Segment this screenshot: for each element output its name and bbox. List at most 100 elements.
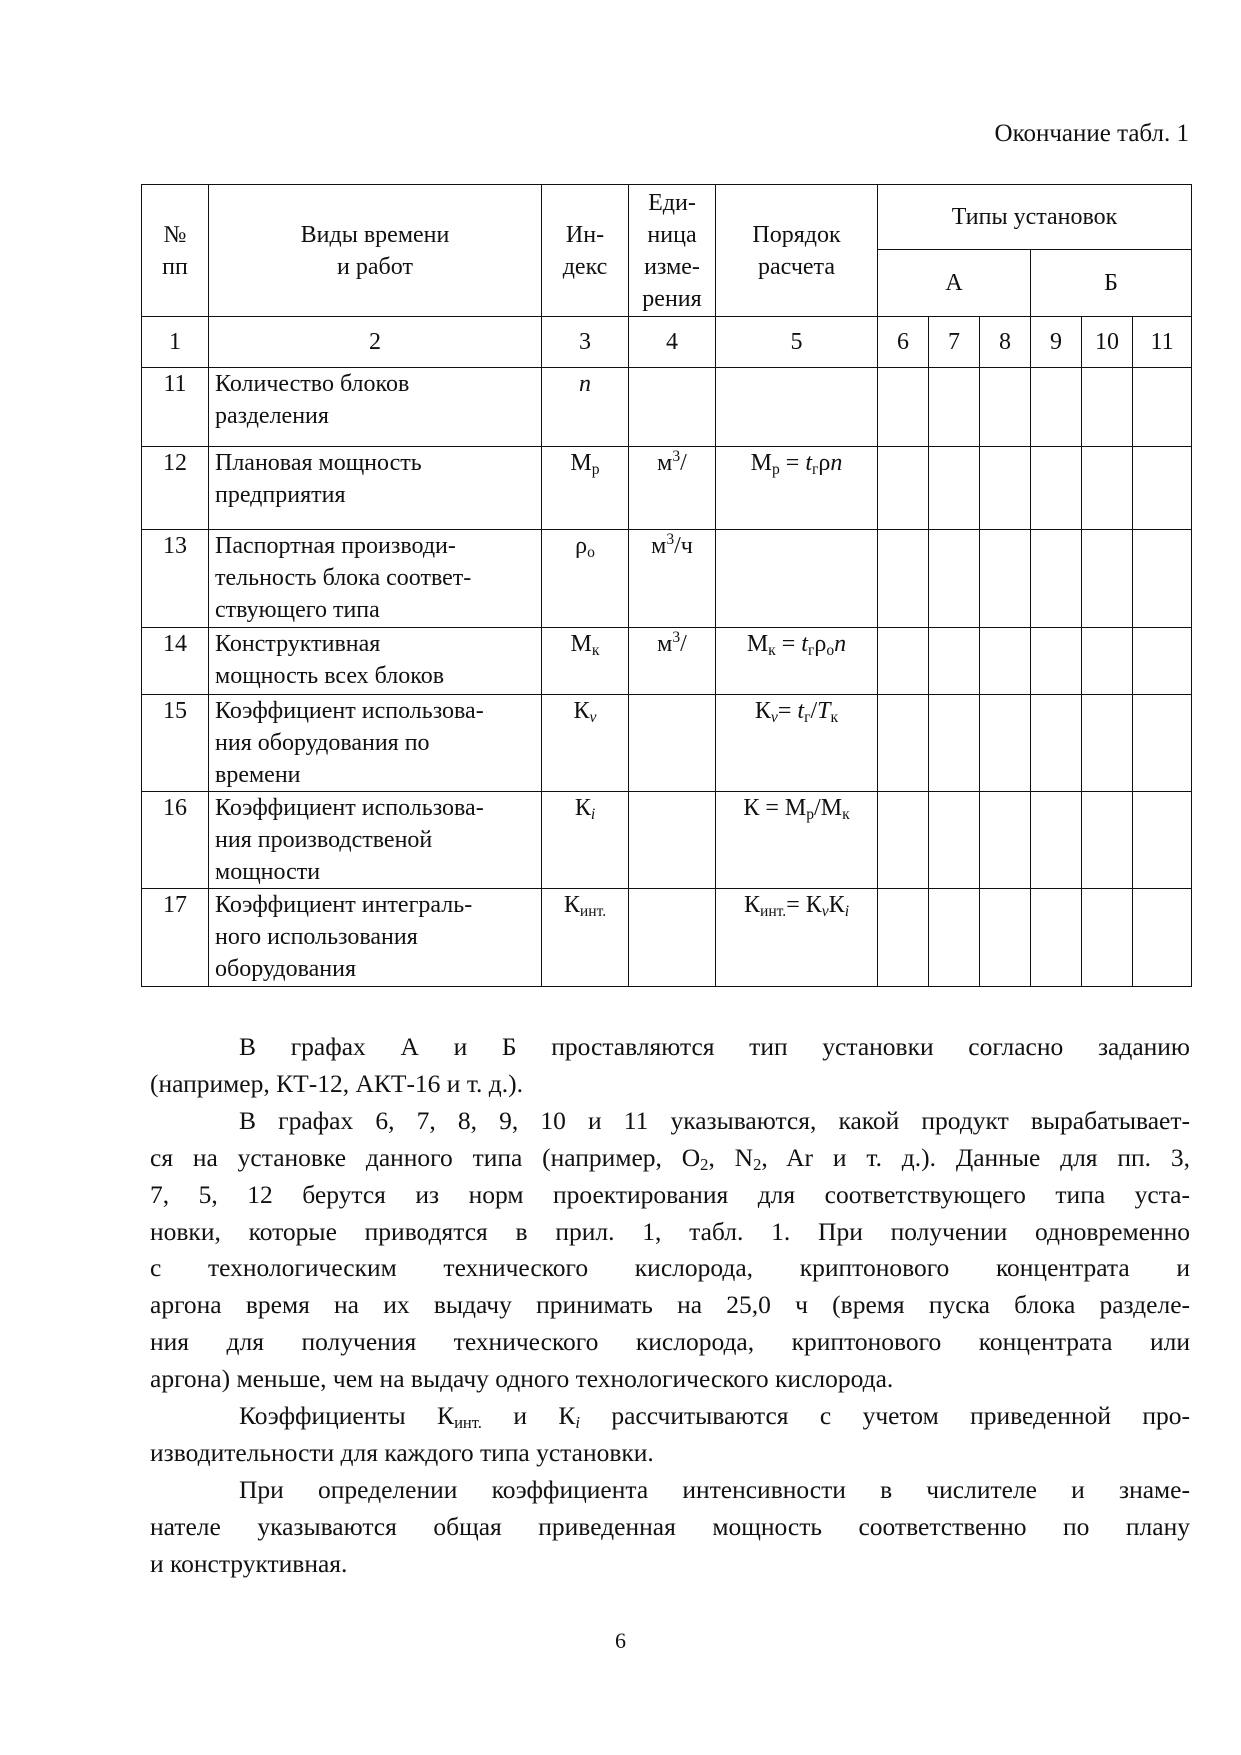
text-segment: р [771,461,780,478]
text-segment: К [743,892,760,918]
cell-line: ствующего типа [215,597,380,623]
text-segment: v [589,709,597,726]
text-segment: М [570,450,592,476]
cell-line: изме- [644,253,700,280]
row-unit: м3/ [628,446,716,530]
text-segment: м [657,631,673,657]
cell-line: пп [162,253,188,280]
text-segment: М [750,450,772,476]
text-segment: М [570,631,592,657]
column-number: 8 [979,316,1031,368]
header-unit: Еди-ница изме-рения [628,184,716,317]
paragraph: Коэффициенты Кинт. и Кi рассчитываются с… [150,1398,1190,1472]
row-index: Кi [541,791,629,889]
paragraph-line: 7, 5, 12 берутся из норм проектирования … [150,1179,1190,1209]
column-number: 11 [1131,316,1193,368]
header-no: № пп [141,184,209,317]
column-number: 9 [1030,316,1082,368]
row-unit [628,367,716,447]
text-segment: м [651,533,667,559]
text-segment: К [754,698,771,724]
row-name: Коэффициент использова-ния оборудования … [208,694,542,792]
type-value-cell [1131,694,1193,792]
cell-line: мощность всех блоков [215,663,445,689]
row-formula: Мр = tгρn [715,446,878,530]
cell-line: тельность блока соответ- [215,565,472,591]
text-segment: t [797,698,805,724]
table-row: 14 Конструктивная мощность всех блоков Мк м3… [141,627,1193,695]
cell-line: разделения [215,403,329,429]
cell-line: предприятия [215,482,346,508]
row-name: Конструктивная мощность всех блоков [208,627,542,695]
body-text: В графах А и Б проставляются тип установ… [150,1029,1190,1583]
text-segment: ся на установке данного типа (например, … [150,1142,701,1172]
text-segment: i [844,903,850,920]
text-segment: ρ [814,631,827,657]
text-segment: 3 [672,448,681,465]
text-segment: 3 [672,629,681,646]
text-segment: г [804,709,811,726]
text-segment: ρ [575,533,588,559]
type-value-cell [1081,888,1133,987]
text-segment: = [775,631,802,657]
text-segment: р [806,806,815,823]
page-number: 6 [615,1628,626,1653]
type-value-cell [1081,627,1133,695]
column-number: 3 [541,316,629,368]
type-value-cell [1030,791,1082,889]
type-value-cell [1030,446,1082,530]
cell-line: Коэффициент использова- [215,795,484,821]
text-segment: о [826,642,835,659]
text-segment: К [573,698,590,724]
text-segment: к [591,642,600,659]
text-segment: ρ [818,450,831,476]
text-segment: к [768,642,776,659]
cell-line: Коэффициент использова- [215,698,484,724]
text-segment: рассчитываются с учетом приведенной про- [579,1401,1190,1431]
type-value-cell [1030,888,1082,987]
paragraph-line: аргона) меньше, чем на выдачу одного тех… [150,1364,894,1394]
cell-line: расчета [758,253,835,280]
text-segment: v [821,903,829,920]
cell-line: мощности [215,859,321,885]
row-number: 11 [141,367,209,447]
cell-line: Виды времени [300,221,450,248]
type-value-cell [979,627,1031,695]
cell-line: ния производственой [215,827,433,853]
cell-line: м3/ [635,447,709,479]
cell-line: Коэффициент интеграль- [215,892,473,918]
row-number: 17 [141,888,209,987]
row-name: Количество блоков разделения [208,367,542,447]
row-formula: Мк = tгρоn [715,627,878,695]
type-value-cell [877,627,929,695]
type-value-cell [928,529,980,628]
text-segment: = К [786,892,822,918]
table-row: 12 Плановая мощность предприятия Мр м3/Мр = … [141,446,1193,530]
text-segment: n [579,371,591,397]
type-value-cell [1131,888,1193,987]
type-value-cell [1030,367,1082,447]
row-number: 14 [141,627,209,695]
paragraph-line: ния для получения технического кислорода… [150,1327,1190,1357]
text-segment: / [810,698,818,724]
column-number: 4 [628,316,716,368]
row-name: Паспортная производи-тельность блока соо… [208,529,542,628]
row-name: Плановая мощность предприятия [208,446,542,530]
type-value-cell [1030,694,1082,792]
cell-line: № [163,221,187,248]
text-segment: инт. [579,903,607,920]
row-unit [628,694,716,792]
table-row: 11 Количество блоков разделения n [141,367,1193,447]
text-segment: м [657,450,673,476]
row-number: 16 [141,791,209,889]
row-index: n [541,367,629,447]
type-value-cell [1030,529,1082,628]
type-value-cell [979,888,1031,987]
text-segment: = [779,450,806,476]
text-segment: о [587,544,595,561]
header-index: Ин-декс [541,184,629,317]
paragraph-line: В графах А и Б проставляются тип установ… [239,1032,1190,1061]
type-value-cell [1131,529,1193,628]
header-types: Типы установок [876,184,1193,250]
text-segment: К [574,795,591,821]
